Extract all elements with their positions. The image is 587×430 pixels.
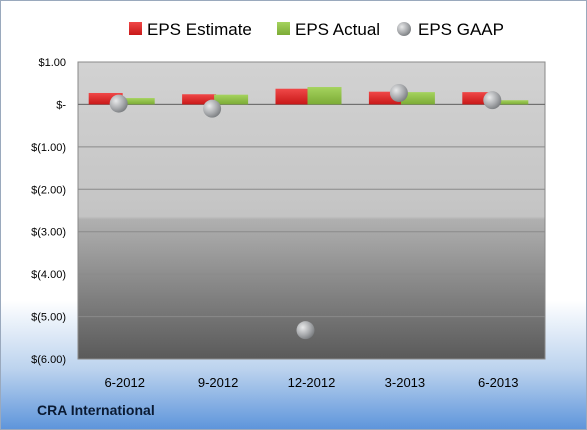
point-gaap bbox=[203, 99, 222, 118]
legend-label-actual: EPS Actual bbox=[295, 20, 380, 39]
point-gaap bbox=[296, 321, 315, 340]
y-tick-label: $- bbox=[56, 99, 66, 111]
x-tick-label: 9-2012 bbox=[198, 375, 238, 390]
legend: EPS Estimate EPS Actual EPS GAAP bbox=[129, 20, 504, 39]
bar-actual bbox=[400, 92, 435, 105]
bar-estimate bbox=[275, 88, 310, 105]
y-tick-label: $(5.00) bbox=[31, 312, 66, 324]
legend-swatch-actual bbox=[277, 22, 290, 35]
x-tick-label: 12-2012 bbox=[288, 375, 336, 390]
x-axis: 6-2012 9-2012 12-2012 3-2013 6-2013 bbox=[104, 375, 518, 390]
bar-actual bbox=[494, 100, 529, 105]
bar-actual bbox=[214, 94, 249, 105]
y-tick-label: $1.00 bbox=[38, 57, 66, 69]
y-tick-label: $(1.00) bbox=[31, 142, 66, 154]
y-tick-label: $(3.00) bbox=[31, 227, 66, 239]
bars bbox=[88, 87, 529, 105]
x-tick-label: 6-2012 bbox=[104, 375, 144, 390]
bar-estimate bbox=[88, 92, 123, 105]
point-gaap bbox=[389, 83, 408, 102]
bar-estimate bbox=[182, 94, 217, 105]
legend-label-gaap: EPS GAAP bbox=[418, 20, 504, 39]
legend-swatch-gaap bbox=[397, 22, 411, 36]
y-axis: $1.00 $- $(1.00) $(2.00) $(3.00) $(4.00) $(5.0… bbox=[31, 57, 66, 366]
point-gaap bbox=[109, 94, 128, 113]
plot-area bbox=[77, 61, 546, 360]
gaap-points bbox=[109, 83, 502, 340]
legend-label-estimate: EPS Estimate bbox=[147, 20, 252, 39]
bar-actual bbox=[120, 98, 155, 105]
point-gaap bbox=[483, 91, 502, 110]
x-tick-label: 6-2013 bbox=[478, 375, 518, 390]
y-tick-label: $(4.00) bbox=[31, 269, 66, 281]
y-tick-label: $(6.00) bbox=[31, 354, 66, 366]
y-tick-label: $(2.00) bbox=[31, 184, 66, 196]
x-tick-label: 3-2013 bbox=[385, 375, 425, 390]
company-label: CRA International bbox=[37, 402, 155, 418]
legend-swatch-estimate bbox=[129, 22, 142, 35]
bar-actual bbox=[307, 87, 342, 105]
